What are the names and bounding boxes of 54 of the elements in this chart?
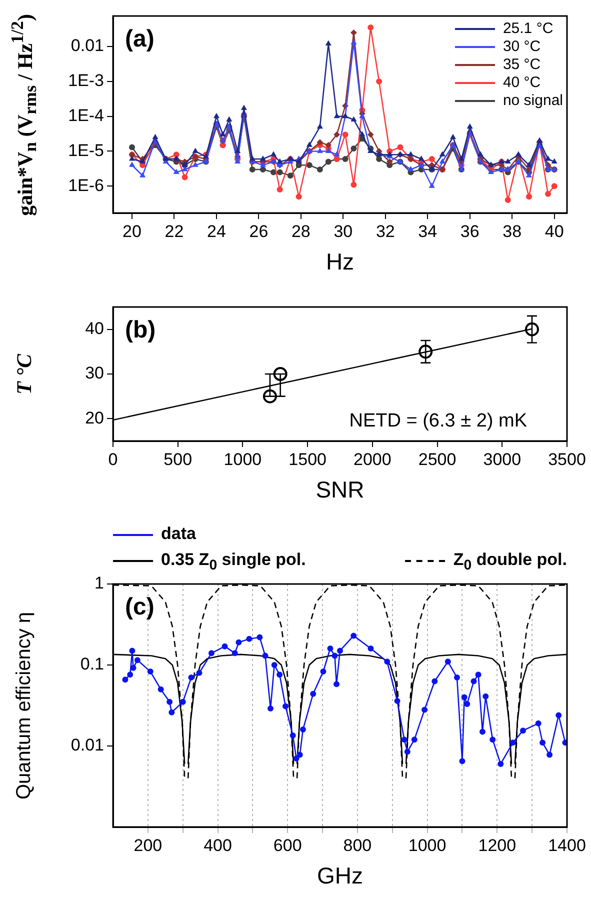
annotation: (b) (125, 316, 156, 344)
x-axis-title: Hz (326, 248, 354, 275)
x-tick-label: 3500 (548, 450, 586, 469)
y-tick-label: 1E-3 (68, 71, 104, 90)
y-tick-label: 1E-5 (68, 140, 104, 160)
y-tick-label: 1E-4 (68, 106, 104, 126)
x-tick-label: 34 (418, 222, 438, 241)
x-tick-label: 30 (334, 222, 353, 241)
y-tick-label: 20 (85, 408, 104, 428)
x-tick-label: 28 (291, 222, 310, 241)
annotation: (c) (125, 594, 154, 621)
x-tick-label: 200 (134, 836, 162, 855)
x-axis-title: SNR (316, 476, 364, 503)
legend-label: no signal (502, 92, 563, 109)
x-tick-label: 32 (376, 222, 395, 241)
x-tick-label: 0 (108, 450, 118, 469)
y-tick-label: 40 (85, 319, 104, 338)
x-tick-label: 500 (164, 450, 192, 469)
x-tick-label: 26 (249, 222, 268, 241)
x-tick-label: 22 (164, 222, 184, 241)
x-tick-label: 1400 (548, 836, 586, 855)
legend-label: 40 °C (502, 74, 541, 91)
legend-label: 0.35 Z$_{0}$ single pol. (161, 550, 306, 574)
x-tick-label: 1200 (478, 836, 516, 855)
x-tick-label: 1000 (224, 450, 262, 469)
x-tick-label: 24 (207, 222, 226, 241)
x-tick-label: 800 (343, 836, 372, 855)
x-tick-label: 38 (502, 222, 522, 241)
x-tick-label: 2000 (354, 450, 392, 469)
annotation: NETD = (6.3 ± 2) mK (349, 410, 528, 432)
x-tick-label: 2500 (418, 450, 456, 469)
y-tick-label: 0.01 (70, 736, 104, 755)
y-tick-label: 0.1 (80, 654, 104, 674)
x-tick-label: 36 (460, 222, 480, 241)
y-tick-label: 1 (94, 574, 104, 593)
y-tick-label: 30 (85, 364, 104, 383)
x-tick-label: 3000 (483, 450, 522, 469)
y-axis-title: Quantum efficiency η (12, 612, 36, 800)
y-tick-label: 0.01 (70, 36, 104, 56)
legend-label: data (161, 524, 196, 543)
legend-label: 35 °C (502, 56, 541, 73)
x-tick-label: 600 (273, 836, 302, 855)
legend-label: 25.1 °C (502, 20, 554, 37)
y-axis-title: T °C (12, 354, 36, 394)
x-tick-label: 1500 (288, 450, 326, 469)
legend-label: Z$_{0}$ double pol. (453, 550, 567, 574)
y-tick-label: 1E-6 (68, 176, 104, 195)
x-tick-label: 400 (204, 836, 232, 855)
x-axis-title: GHz (317, 862, 363, 889)
x-tick-label: 20 (122, 222, 142, 241)
x-tick-label: 1000 (408, 836, 446, 855)
annotation: (a) (125, 26, 154, 53)
legend-label: 30 °C (502, 38, 541, 55)
x-tick-label: 40 (544, 222, 564, 241)
